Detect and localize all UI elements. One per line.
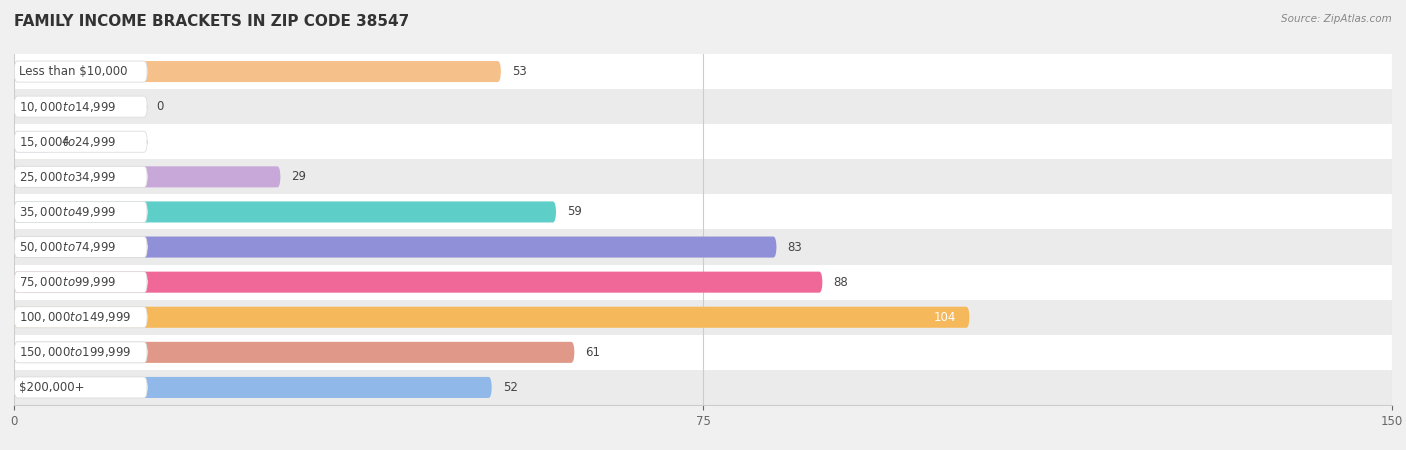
FancyBboxPatch shape — [14, 265, 1392, 300]
FancyBboxPatch shape — [14, 342, 575, 363]
Text: FAMILY INCOME BRACKETS IN ZIP CODE 38547: FAMILY INCOME BRACKETS IN ZIP CODE 38547 — [14, 14, 409, 28]
FancyBboxPatch shape — [14, 131, 51, 152]
Text: $35,000 to $49,999: $35,000 to $49,999 — [18, 205, 117, 219]
Text: Less than $10,000: Less than $10,000 — [18, 65, 127, 78]
FancyBboxPatch shape — [14, 124, 1392, 159]
Text: $10,000 to $14,999: $10,000 to $14,999 — [18, 99, 117, 114]
FancyBboxPatch shape — [14, 61, 148, 82]
Text: $150,000 to $199,999: $150,000 to $199,999 — [18, 345, 131, 360]
FancyBboxPatch shape — [14, 202, 148, 222]
Text: 59: 59 — [567, 206, 582, 218]
FancyBboxPatch shape — [14, 202, 555, 222]
Text: Source: ZipAtlas.com: Source: ZipAtlas.com — [1281, 14, 1392, 23]
Text: $25,000 to $34,999: $25,000 to $34,999 — [18, 170, 117, 184]
Text: 4: 4 — [62, 135, 69, 148]
Text: 0: 0 — [156, 100, 165, 113]
FancyBboxPatch shape — [14, 230, 1392, 265]
Text: 104: 104 — [934, 311, 956, 324]
FancyBboxPatch shape — [14, 335, 1392, 370]
FancyBboxPatch shape — [14, 307, 969, 328]
FancyBboxPatch shape — [14, 194, 1392, 230]
FancyBboxPatch shape — [14, 96, 148, 117]
Text: 88: 88 — [834, 276, 848, 288]
FancyBboxPatch shape — [14, 166, 280, 187]
FancyBboxPatch shape — [14, 377, 148, 398]
Text: $200,000+: $200,000+ — [18, 381, 84, 394]
FancyBboxPatch shape — [14, 166, 148, 187]
Text: 61: 61 — [585, 346, 600, 359]
Text: $75,000 to $99,999: $75,000 to $99,999 — [18, 275, 117, 289]
FancyBboxPatch shape — [14, 272, 823, 292]
FancyBboxPatch shape — [14, 237, 148, 257]
FancyBboxPatch shape — [14, 370, 1392, 405]
FancyBboxPatch shape — [14, 237, 776, 257]
Text: 29: 29 — [291, 171, 307, 183]
FancyBboxPatch shape — [14, 54, 1392, 89]
FancyBboxPatch shape — [14, 159, 1392, 194]
FancyBboxPatch shape — [14, 89, 1392, 124]
Text: $50,000 to $74,999: $50,000 to $74,999 — [18, 240, 117, 254]
Text: 83: 83 — [787, 241, 803, 253]
Text: $100,000 to $149,999: $100,000 to $149,999 — [18, 310, 131, 324]
Text: 53: 53 — [512, 65, 527, 78]
FancyBboxPatch shape — [14, 342, 148, 363]
FancyBboxPatch shape — [14, 61, 501, 82]
FancyBboxPatch shape — [14, 272, 148, 292]
Text: $15,000 to $24,999: $15,000 to $24,999 — [18, 135, 117, 149]
FancyBboxPatch shape — [14, 307, 148, 328]
FancyBboxPatch shape — [14, 300, 1392, 335]
FancyBboxPatch shape — [14, 131, 148, 152]
Text: 52: 52 — [503, 381, 517, 394]
FancyBboxPatch shape — [14, 377, 492, 398]
